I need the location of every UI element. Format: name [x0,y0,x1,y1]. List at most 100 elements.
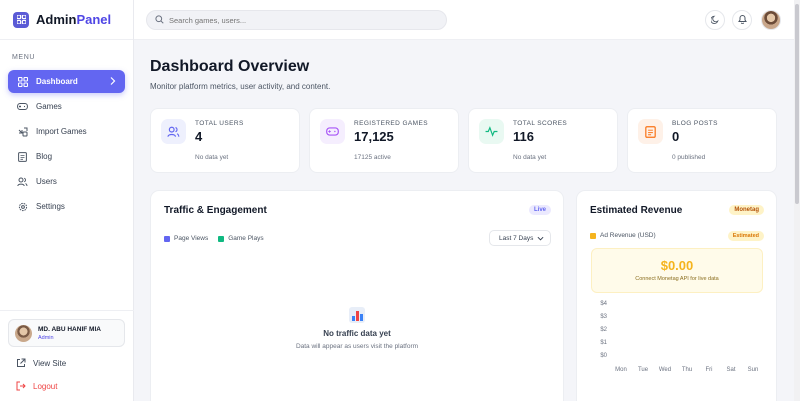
menu-label: MENU [12,54,36,61]
sidebar-item-label: Blog [36,152,53,161]
sidebar-item-blog[interactable]: Blog [8,145,125,168]
monetag-badge: Monetag [729,205,764,215]
user-name: MD. ABU HANIF MIA [38,325,101,333]
import-icon [17,126,28,137]
moon-icon [709,11,720,29]
x-axis-tick: Thu [681,367,693,373]
document-icon [638,119,663,144]
topbar [134,0,800,40]
y-axis-tick: $2 [600,327,607,333]
sidebar-item-settings[interactable]: Settings [8,195,125,218]
date-range-select[interactable]: Last 7 Days [489,230,551,246]
stat-label: TOTAL USERS [195,120,244,127]
page-subtitle: Monitor platform metrics, user activity,… [150,82,331,91]
theme-toggle-button[interactable] [705,10,725,30]
logout-icon [16,381,26,391]
bar-chart-icon [349,307,365,323]
stat-note: 17125 active [354,154,391,161]
sidebar-item-label: Dashboard [36,77,78,86]
activity-icon [479,119,504,144]
revenue-title: Estimated Revenue [590,205,683,216]
x-axis-tick: Sun [747,367,759,373]
grid-icon [17,76,28,87]
profile-avatar[interactable] [761,10,781,30]
legend-label: Page Views [174,235,209,242]
user-role: Admin [38,334,54,341]
sidebar-item-label: Games [36,102,62,111]
stat-card-total-scores: TOTAL SCORES 116 No data yet [468,108,618,173]
scrollbar-thumb[interactable] [795,4,799,204]
stat-note: No data yet [195,154,229,161]
revenue-card: Estimated Revenue Monetag Ad Revenue (US… [576,190,777,401]
gamepad-icon [17,101,28,112]
revenue-value: $0.00 [660,258,694,273]
stat-note: No data yet [513,154,547,161]
stat-value: 17,125 [354,129,394,144]
bell-icon [737,11,747,29]
brand-name: AdminPanel [36,12,112,27]
document-icon [17,151,28,162]
view-site-label: View Site [33,358,67,368]
main-content: Dashboard Overview Monitor platform metr… [134,40,794,401]
logout-link[interactable]: Logout [16,381,57,391]
stat-value: 116 [513,129,534,144]
revenue-note: Connect Monetag API for live data [635,276,719,282]
search-bar[interactable] [146,10,447,30]
legend-label: Ad Revenue (USD) [600,232,656,239]
traffic-title: Traffic & Engagement [164,205,267,216]
stat-label: REGISTERED GAMES [354,120,428,127]
stat-card-blog-posts: BLOG POSTS 0 0 published [627,108,777,173]
x-axis-tick: Tue [637,367,649,373]
revenue-legend: Ad Revenue (USD) [590,232,656,239]
y-axis-tick: $0 [600,353,607,359]
legend-label: Game Plays [228,235,264,242]
logout-label: Logout [33,381,58,391]
sidebar-item-label: Settings [36,202,65,211]
notifications-button[interactable] [732,10,752,30]
legend-swatch [218,235,225,242]
chevron-right-icon [109,76,117,88]
stat-note: 0 published [672,154,706,161]
stat-card-total-users: TOTAL USERS 4 No data yet [150,108,300,173]
gamepad-icon [320,119,345,144]
sidebar-item-users[interactable]: Users [8,170,125,193]
stat-card-registered-games: REGISTERED GAMES 17,125 17125 active [309,108,459,173]
revenue-summary: $0.00 Connect Monetag API for live data [591,248,763,293]
gear-icon [17,201,28,212]
search-input[interactable] [169,15,429,25]
estimated-badge: Estimated [727,231,764,241]
view-site-link[interactable]: View Site [16,358,66,368]
empty-state-subtitle: Data will appear as users visit the plat… [295,343,419,350]
y-axis-tick: $3 [600,314,607,320]
live-badge: Live [528,205,551,215]
chevron-down-icon [537,235,544,244]
user-card[interactable]: MD. ABU HANIF MIA Admin [8,319,125,347]
sidebar-item-games[interactable]: Games [8,95,125,118]
sidebar-item-dashboard[interactable]: Dashboard [8,70,125,93]
avatar [15,324,32,342]
brand[interactable]: AdminPanel [0,0,133,40]
traffic-card: Traffic & Engagement Live Page Views Gam… [150,190,564,401]
y-axis-tick: $1 [600,340,607,346]
page-title: Dashboard Overview [150,58,310,75]
x-axis-tick: Fri [705,367,713,373]
date-range-value: Last 7 Days [499,234,534,242]
sidebar-item-import-games[interactable]: Import Games [8,120,125,143]
stat-label: TOTAL SCORES [513,120,568,127]
x-axis-tick: Sat [726,367,736,373]
grid-logo-icon [13,11,29,28]
users-icon [161,119,186,144]
sidebar-item-label: Import Games [36,127,87,136]
sidebar: AdminPanel MENU Dashboard Games Import G… [0,0,134,401]
x-axis-tick: Wed [658,367,672,373]
empty-state-title: No traffic data yet [323,329,391,338]
users-icon [17,176,28,187]
stat-value: 4 [195,129,203,144]
stat-label: BLOG POSTS [672,120,718,127]
legend-swatch [164,235,170,242]
traffic-legend: Page Views Game Plays [164,235,264,242]
search-icon [155,11,164,29]
stat-value: 0 [672,129,680,144]
y-axis-tick: $4 [600,301,607,307]
legend-swatch [590,232,596,239]
